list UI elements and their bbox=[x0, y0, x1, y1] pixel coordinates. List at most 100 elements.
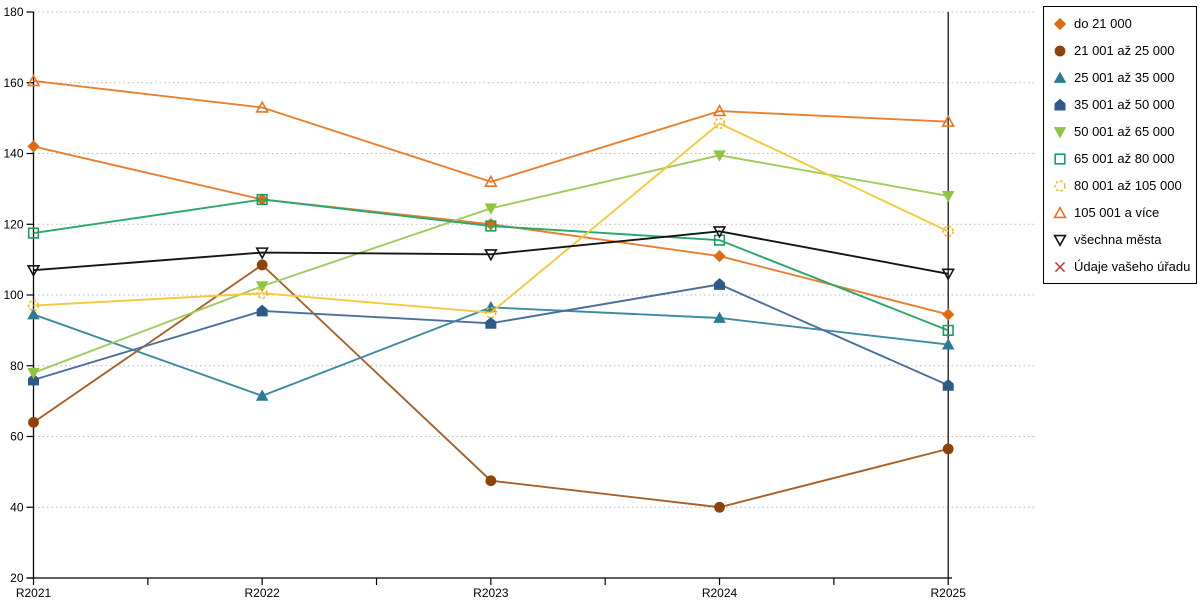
legend-item-label: 65 001 až 80 000 bbox=[1074, 151, 1175, 166]
series-4-point-2 bbox=[484, 203, 498, 215]
chart-legend: do 21 000 21 001 až 25 000 25 001 až 35 00… bbox=[1043, 6, 1197, 284]
y-axis-tick-label: 120 bbox=[3, 217, 23, 231]
series-7-point-3 bbox=[712, 103, 727, 117]
series-8-point-4 bbox=[941, 268, 955, 281]
series-2-point-0 bbox=[27, 308, 40, 320]
series-6-point-4 bbox=[942, 225, 954, 238]
series-1-point-4 bbox=[942, 443, 954, 455]
legend-item-label: Údaje vašeho úřadu bbox=[1074, 259, 1191, 274]
pentagon-legend-marker-icon bbox=[1054, 98, 1066, 110]
legend-item-5: 65 001 až 80 000 bbox=[1044, 148, 1196, 170]
series-0-point-0 bbox=[27, 140, 40, 153]
series-4-point-4 bbox=[941, 191, 955, 203]
y-axis-tick-label: 60 bbox=[10, 430, 24, 444]
series-line-5 bbox=[33, 198, 949, 332]
series-8-point-1 bbox=[255, 247, 269, 260]
legend-item-label: 21 001 až 25 000 bbox=[1074, 43, 1175, 58]
series-3-point-2 bbox=[485, 317, 497, 329]
x-legend-marker-icon bbox=[1054, 261, 1066, 272]
legend-item-7: 105 001 a více bbox=[1044, 202, 1196, 224]
series-line-7 bbox=[33, 80, 949, 183]
legend-item-1: 21 001 až 25 000 bbox=[1044, 40, 1196, 62]
legend-item-label: 80 001 až 105 000 bbox=[1074, 178, 1182, 193]
legend-item-8: všechna města bbox=[1044, 229, 1196, 251]
series-5-point-4 bbox=[942, 324, 954, 336]
triangle-up-legend-marker-icon bbox=[1053, 205, 1067, 218]
legend-marker-glyph bbox=[1053, 126, 1067, 138]
series-8-point-3 bbox=[712, 226, 727, 239]
y-axis-tick-label: 140 bbox=[3, 147, 23, 161]
legend-marker-glyph bbox=[1054, 98, 1066, 110]
legend-item-4: 50 001 až 65 000 bbox=[1044, 121, 1196, 143]
triangle-down-legend-marker-icon bbox=[1053, 234, 1067, 247]
legend-item-6: 80 001 až 105 000 bbox=[1044, 175, 1196, 197]
series-5-point-1 bbox=[256, 193, 268, 206]
legend-marker-glyph bbox=[1054, 152, 1066, 165]
series-line-3 bbox=[33, 283, 949, 387]
series-3-point-4 bbox=[942, 378, 954, 391]
series-0-point-4 bbox=[942, 308, 955, 321]
series-3-point-3 bbox=[714, 278, 726, 290]
y-axis-tick-label: 20 bbox=[10, 571, 24, 585]
series-3-point-0 bbox=[28, 373, 39, 386]
square-legend-marker-icon bbox=[1054, 152, 1066, 165]
series-7-point-1 bbox=[255, 100, 269, 113]
series-4-point-1 bbox=[255, 281, 269, 293]
legend-marker-glyph bbox=[1054, 45, 1066, 56]
legend-item-3: 35 001 až 50 000 bbox=[1044, 94, 1196, 116]
x-axis-tick-label: R2024 bbox=[702, 586, 738, 600]
y-axis-tick-label: 180 bbox=[3, 5, 23, 19]
x-axis-tick-label: R2022 bbox=[244, 586, 280, 600]
series-6-point-2 bbox=[485, 306, 497, 319]
legend-item-label: 25 001 až 35 000 bbox=[1074, 70, 1175, 85]
legend-marker-glyph bbox=[1053, 205, 1067, 218]
series-1-point-2 bbox=[485, 475, 497, 487]
legend-item-9: Údaje vašeho úřadu bbox=[1044, 256, 1196, 278]
series-8-point-2 bbox=[484, 249, 498, 262]
circle-legend-marker-icon bbox=[1054, 179, 1066, 192]
series-6-point-1 bbox=[256, 287, 268, 299]
legend-marker-glyph bbox=[1053, 234, 1067, 247]
series-5-point-2 bbox=[485, 220, 497, 232]
x-axis-tick-label: R2025 bbox=[931, 586, 967, 600]
series-4-point-0 bbox=[27, 367, 40, 380]
series-6-point-0 bbox=[27, 299, 40, 312]
x-axis-tick-label: R2023 bbox=[473, 586, 509, 600]
legend-item-label: 50 001 až 65 000 bbox=[1074, 124, 1175, 139]
series-1-point-0 bbox=[28, 416, 39, 428]
series-1-point-1 bbox=[256, 259, 268, 271]
series-1-point-3 bbox=[714, 501, 725, 513]
legend-item-0: do 21 000 bbox=[1044, 13, 1196, 35]
series-7-point-0 bbox=[26, 73, 41, 87]
series-3-point-1 bbox=[256, 304, 268, 317]
series-7-point-4 bbox=[941, 114, 955, 127]
legend-marker-glyph bbox=[1053, 71, 1067, 83]
legend-item-2: 25 001 až 35 000 bbox=[1044, 67, 1196, 89]
y-axis-tick-label: 80 bbox=[10, 359, 24, 373]
legend-item-label: všechna města bbox=[1074, 232, 1162, 247]
x-axis-tick-label: R2021 bbox=[16, 586, 52, 600]
series-7-point-2 bbox=[484, 174, 498, 188]
legend-item-label: 35 001 až 50 000 bbox=[1074, 97, 1175, 112]
circle-legend-marker-icon bbox=[1054, 45, 1066, 56]
series-8-point-0 bbox=[26, 265, 41, 278]
y-axis-tick-label: 160 bbox=[3, 76, 23, 90]
legend-marker-glyph bbox=[1054, 179, 1066, 192]
series-line-4 bbox=[33, 154, 949, 374]
triangle-down-legend-marker-icon bbox=[1053, 126, 1067, 138]
series-2-point-4 bbox=[941, 338, 955, 350]
y-axis-tick-label: 40 bbox=[10, 500, 24, 514]
series-6-point-3 bbox=[713, 117, 726, 130]
series-line-6 bbox=[33, 122, 949, 314]
legend-item-label: do 21 000 bbox=[1074, 16, 1132, 31]
y-axis-tick-label: 100 bbox=[3, 288, 23, 302]
legend-item-label: 105 001 a více bbox=[1074, 205, 1160, 220]
series-2-point-1 bbox=[255, 389, 269, 401]
series-2-point-3 bbox=[713, 311, 726, 323]
legend-marker-glyph bbox=[1053, 17, 1067, 30]
series-0-point-3 bbox=[713, 249, 726, 263]
triangle-up-legend-marker-icon bbox=[1053, 71, 1067, 83]
diamond-legend-marker-icon bbox=[1053, 17, 1067, 30]
